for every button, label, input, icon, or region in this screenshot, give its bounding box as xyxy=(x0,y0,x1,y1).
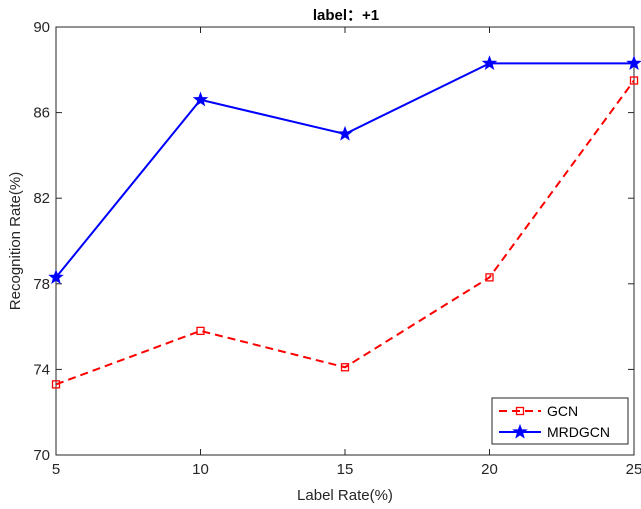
y-tick-label: 74 xyxy=(33,361,50,378)
legend-label-gcn: GCN xyxy=(547,403,578,419)
y-tick-label: 86 xyxy=(33,105,50,122)
x-tick-label: 20 xyxy=(481,461,498,478)
data-point-mrdgcn xyxy=(626,55,641,70)
legend-box xyxy=(491,397,629,445)
y-tick-label: 70 xyxy=(33,447,50,464)
y-tick-label: 82 xyxy=(33,190,50,207)
chart-title: label：+1 xyxy=(313,7,379,24)
legend-item-gcn: GCN xyxy=(499,403,578,419)
y-axis: 70 74 78 82 86 90 xyxy=(33,19,634,464)
x-tick-label: 25 xyxy=(626,461,641,478)
data-point-mrdgcn xyxy=(48,269,64,284)
data-point-gcn xyxy=(51,380,61,389)
data-point-gcn xyxy=(196,326,205,336)
data-point-mrdgcn xyxy=(337,125,353,141)
data-point-gcn xyxy=(485,273,494,282)
series-layer xyxy=(48,55,641,389)
data-point-gcn xyxy=(629,76,639,85)
x-tick-label: 15 xyxy=(337,461,354,478)
data-point-gcn xyxy=(340,363,350,372)
y-tick-label: 78 xyxy=(33,276,50,293)
plot-area xyxy=(55,26,635,456)
data-point-mrdgcn xyxy=(192,91,209,107)
legend-item-mrdgcn: MRDGCN xyxy=(499,423,610,440)
x-tick-label: 10 xyxy=(192,461,209,478)
legend: GCN MRDGCN xyxy=(491,397,629,445)
legend-label-mrdgcn: MRDGCN xyxy=(547,424,610,440)
y-tick-label: 90 xyxy=(33,19,50,36)
y-axis-title: Recognition Rate(%) xyxy=(7,172,24,310)
x-axis-title: Label Rate(%) xyxy=(297,487,393,504)
data-point-mrdgcn xyxy=(481,55,498,70)
legend-marker-gcn xyxy=(515,406,525,416)
legend-marker-mrdgcn xyxy=(512,423,528,439)
series-mrdgcn xyxy=(48,55,641,284)
x-tick-label: 5 xyxy=(52,461,60,478)
series-gcn xyxy=(51,76,639,389)
x-axis: 5 10 15 20 25 xyxy=(52,27,641,478)
series-line-gcn xyxy=(55,79,635,386)
